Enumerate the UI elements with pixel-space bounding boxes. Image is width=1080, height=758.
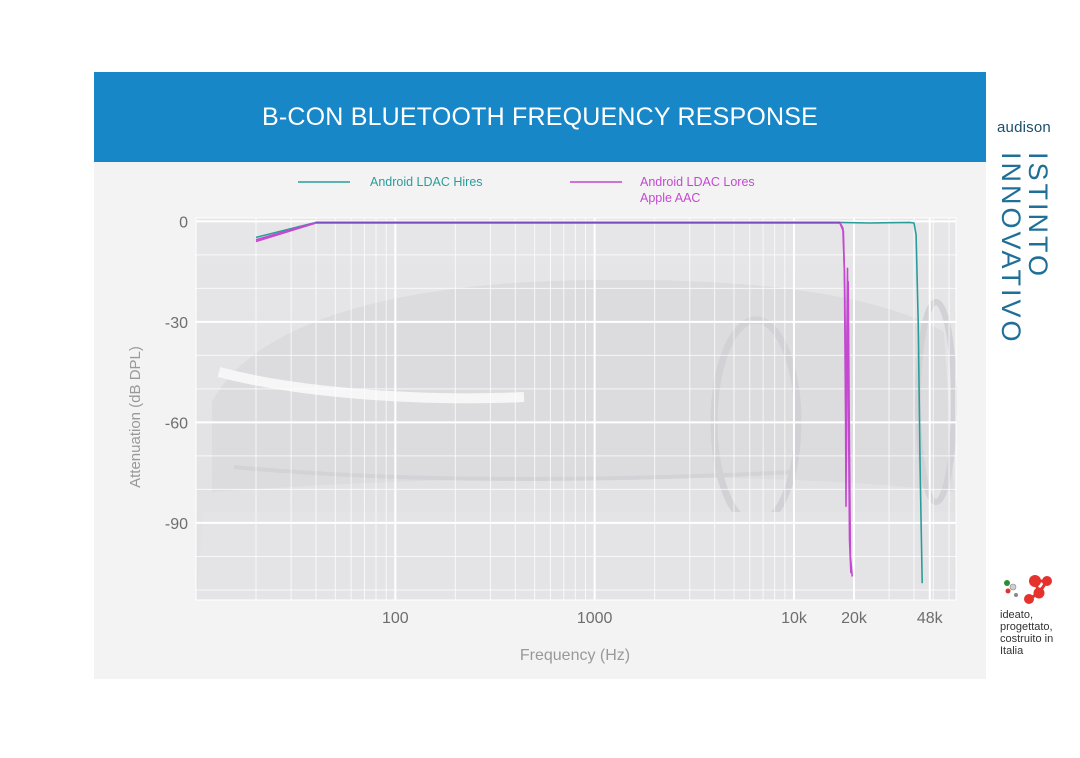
car-background-image — [196, 218, 957, 600]
chart-title: B-CON BLUETOOTH FREQUENCY RESPONSE — [262, 103, 818, 131]
x-tick-label: 1000 — [577, 610, 613, 627]
tagline-line-2: INNOVATIVO — [996, 152, 1026, 345]
x-tick-label: 20k — [841, 610, 868, 627]
legend-label-lores: Android LDAC Lores — [640, 175, 755, 189]
y-tick-label: -90 — [165, 516, 188, 533]
made-in-italy-text: ideato, progettato, costruito in Italia — [1000, 609, 1054, 657]
chart-card: B-CON BLUETOOTH FREQUENCY RESPONSE 100 10… — [94, 72, 986, 679]
title-banner: B-CON BLUETOOTH FREQUENCY RESPONSE — [94, 72, 986, 162]
istinto-innovativo-tagline: ISTINTO INNOVATIVO — [996, 152, 1053, 386]
x-tick-label: 100 — [382, 610, 409, 627]
made-in-italy-logo-icon — [1004, 575, 1052, 604]
audison-brand-logo: audison — [997, 119, 1051, 136]
legend-label-hires: Android LDAC Hires — [370, 175, 483, 189]
y-tick-label: -60 — [165, 415, 188, 432]
tagline-line-1: ISTINTO — [1023, 152, 1053, 280]
y-tick-label: 0 — [179, 214, 188, 231]
x-tick-label: 10k — [781, 610, 808, 627]
y-tick-label: -30 — [165, 315, 188, 332]
legend-label-aac: Apple AAC — [640, 191, 700, 205]
x-axis-title: Frequency (Hz) — [520, 647, 630, 664]
frequency-response-chart: 100 1000 10k 20k 48k 0 -30 -60 -90 Android LDAC … — [127, 175, 957, 664]
y-axis-title: Attenuation (dB DPL) — [127, 346, 144, 488]
x-tick-label: 48k — [917, 610, 944, 627]
